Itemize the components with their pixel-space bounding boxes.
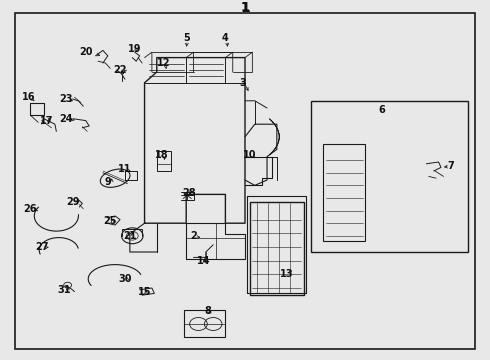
Text: 20: 20 — [79, 47, 93, 57]
Text: 12: 12 — [157, 58, 171, 68]
Text: 21: 21 — [123, 231, 137, 241]
Text: 1: 1 — [241, 1, 249, 14]
Text: 23: 23 — [59, 94, 73, 104]
Text: 13: 13 — [280, 269, 294, 279]
Text: 9: 9 — [104, 177, 111, 187]
Text: 14: 14 — [196, 256, 210, 266]
Text: 17: 17 — [40, 116, 53, 126]
Text: 19: 19 — [128, 44, 142, 54]
Text: 27: 27 — [35, 242, 49, 252]
Text: 2: 2 — [190, 231, 197, 241]
Text: 24: 24 — [59, 114, 73, 124]
Text: 11: 11 — [118, 164, 132, 174]
Text: 15: 15 — [138, 287, 151, 297]
Text: 8: 8 — [205, 306, 212, 316]
Text: 5: 5 — [183, 33, 190, 43]
Text: 18: 18 — [155, 150, 169, 160]
Bar — [157, 151, 171, 171]
Text: 31: 31 — [57, 285, 71, 295]
Text: 1: 1 — [240, 1, 250, 15]
Text: 6: 6 — [379, 105, 386, 115]
Bar — [250, 202, 304, 295]
Text: 29: 29 — [66, 197, 79, 207]
Text: 4: 4 — [222, 33, 229, 43]
Text: 30: 30 — [118, 274, 132, 284]
Bar — [323, 144, 365, 241]
Text: 22: 22 — [113, 65, 127, 75]
Bar — [184, 310, 225, 337]
Text: 25: 25 — [103, 216, 117, 226]
Text: 3: 3 — [239, 78, 246, 88]
Text: 26: 26 — [24, 204, 37, 214]
Text: 16: 16 — [22, 92, 35, 102]
Text: 10: 10 — [243, 150, 257, 160]
Text: 28: 28 — [182, 188, 196, 198]
Text: 7: 7 — [447, 161, 454, 171]
Bar — [311, 101, 468, 252]
